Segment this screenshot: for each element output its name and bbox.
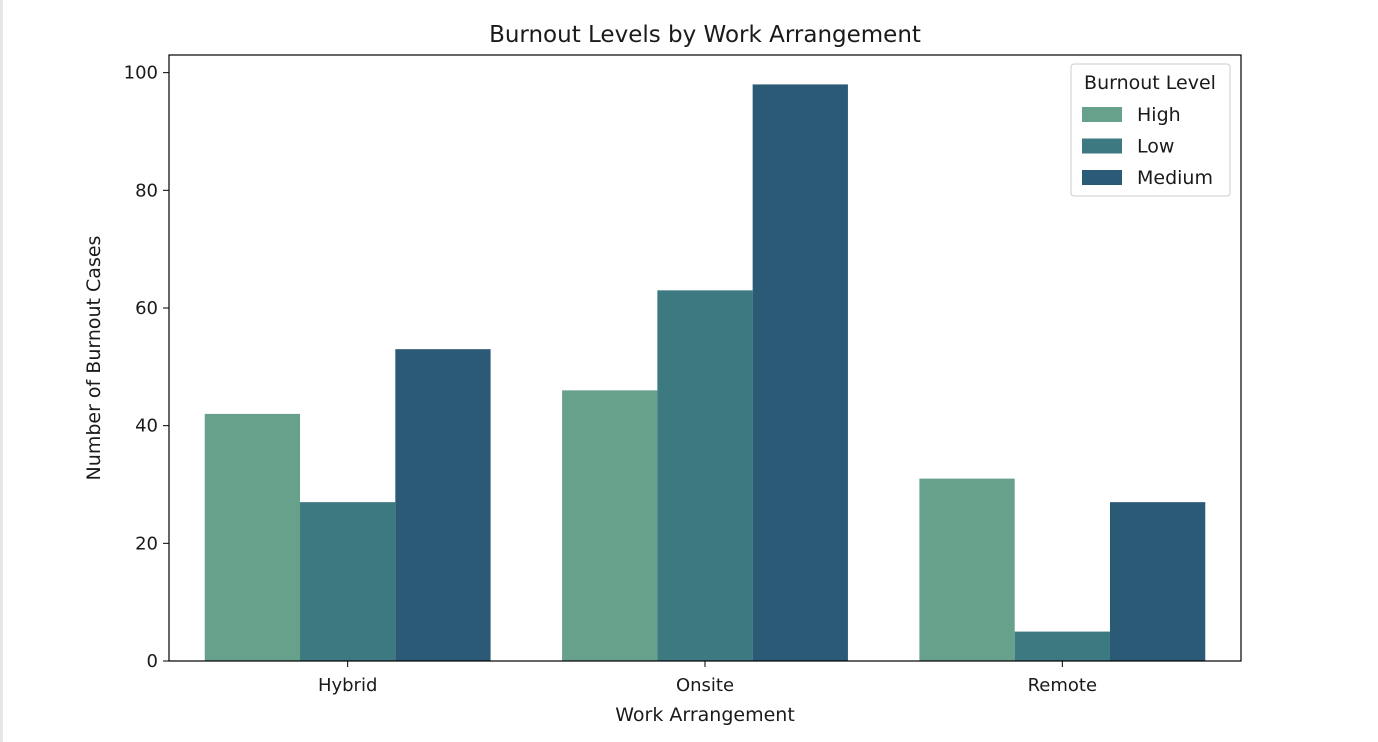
x-axis-label: Work Arrangement <box>615 704 795 726</box>
y-tick-label: 0 <box>147 651 158 672</box>
plot-frame <box>168 54 1242 662</box>
legend: Burnout Level High Low Medium <box>1070 63 1231 197</box>
legend-label-high: High <box>1137 104 1181 126</box>
chart-title: Burnout Levels by Work Arrangement <box>489 22 921 48</box>
legend-label-medium: Medium <box>1137 167 1213 189</box>
bar-remote-medium <box>1109 502 1206 661</box>
bar-onsite-high <box>562 390 658 661</box>
y-tick-label: 100 <box>124 63 158 84</box>
x-tick-label: Remote <box>1028 675 1097 696</box>
left-border <box>0 0 3 742</box>
bar-remote-high <box>919 478 1015 661</box>
legend-swatch-low <box>1082 138 1122 154</box>
bar-remote-low <box>1014 631 1110 661</box>
bar-onsite-medium <box>752 84 848 661</box>
y-tick-label: 40 <box>135 416 158 437</box>
y-tick-label: 60 <box>135 298 158 319</box>
legend-items: High Low Medium <box>1082 104 1213 189</box>
x-axis-ticks: Hybrid Onsite Remote <box>318 661 1097 696</box>
legend-label-low: Low <box>1137 136 1174 158</box>
legend-swatch-medium <box>1082 170 1122 185</box>
bar-onsite-low <box>657 290 753 661</box>
x-tick-label: Hybrid <box>318 675 377 696</box>
legend-swatch-high <box>1082 107 1122 122</box>
y-tick-label: 20 <box>135 533 158 554</box>
bars <box>204 84 1206 661</box>
x-tick-label: Onsite <box>676 675 734 696</box>
bar-hybrid-medium <box>395 349 491 661</box>
y-axis-ticks: 0 20 40 60 80 100 <box>124 63 169 672</box>
y-axis-label: Number of Burnout Cases <box>83 236 105 481</box>
legend-title: Burnout Level <box>1084 72 1216 94</box>
bar-hybrid-low <box>300 502 396 661</box>
legend-box <box>1070 63 1231 197</box>
bar-hybrid-high <box>204 413 301 661</box>
y-tick-label: 80 <box>135 180 158 201</box>
